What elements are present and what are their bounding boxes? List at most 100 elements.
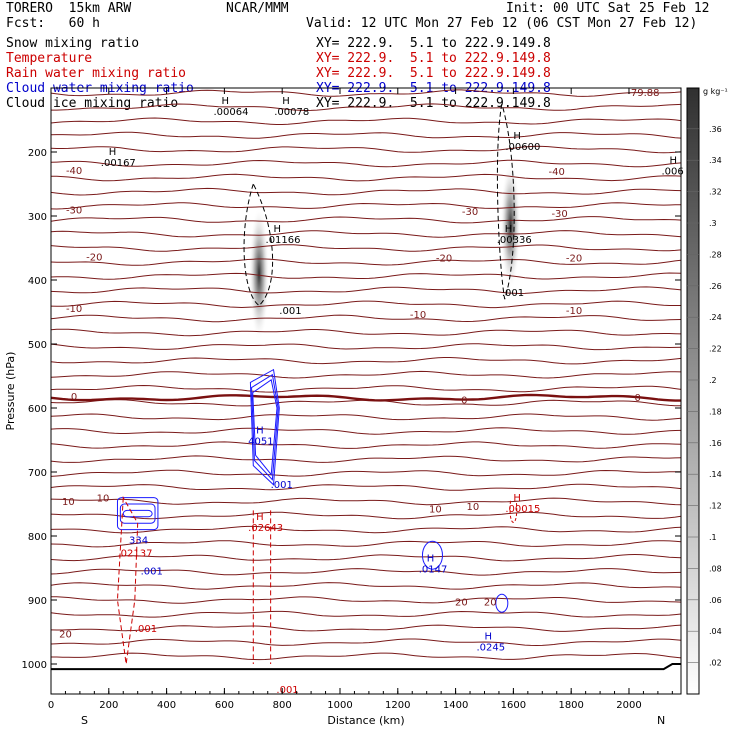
x-tick-label: 600 [215, 700, 234, 711]
isotherm-label: 20 [455, 597, 468, 608]
y-tick-label: 800 [28, 532, 47, 543]
maximum-label: H [282, 96, 290, 107]
maximum-label: H [222, 96, 230, 107]
x-tick-label: 400 [157, 700, 176, 711]
isotherm-label: -40 [549, 167, 565, 178]
x-tick-label: 1600 [501, 700, 526, 711]
colorbar-tick-label: .2 [709, 376, 717, 385]
isotherm-label: 0 [461, 396, 467, 407]
south-label: S [81, 714, 88, 727]
isotherm-line [50, 159, 682, 168]
isotherm-line [50, 314, 682, 323]
maximum-label: H [669, 156, 677, 167]
isotherm-label: 10 [429, 504, 442, 515]
isotherm-line [50, 582, 682, 590]
colorbar-tick-label: .02 [709, 659, 722, 668]
colorbar-tick-label: .36 [709, 125, 722, 134]
center-title: NCAR/MMM [226, 1, 289, 16]
maximum-label: H [513, 493, 521, 504]
colorbar-tick-label: .18 [709, 407, 722, 416]
isotherm-label: 20 [484, 597, 497, 608]
x-tick-label: 200 [99, 700, 118, 711]
legend-xy: XY= 222.9. 5.1 to 222.9.149.8 [316, 36, 551, 51]
maximum-value: .00078 [274, 107, 309, 118]
maximum-value: .0245 [476, 643, 505, 654]
isotherm-line [50, 357, 682, 365]
zero-isotherm [50, 393, 681, 402]
colorbar-tick-label: .1 [709, 533, 717, 542]
maximum-label: H [427, 554, 435, 565]
colorbar-tick-label: .32 [709, 188, 722, 197]
isotherm-line [50, 328, 682, 337]
isotherm-label: 0 [634, 393, 640, 404]
isotherm-line [50, 455, 682, 463]
maximum-label: .001 [276, 685, 298, 696]
maximum-label: H [256, 426, 264, 437]
isotherm-line [50, 343, 682, 351]
legend-label: Rain water mixing ratio [6, 66, 187, 81]
y-tick-label: 200 [28, 148, 47, 159]
isotherm-label: 20 [59, 629, 72, 640]
colorbar-tick-label: .08 [709, 564, 722, 573]
maximum-value: .0147 [419, 565, 448, 576]
isotherm-line [50, 511, 682, 520]
isotherm-line [50, 117, 682, 125]
isotherm-line [50, 216, 682, 224]
colorbar [686, 87, 700, 695]
x-tick-label: 0 [48, 700, 54, 711]
maximum-label: .001 [141, 566, 163, 577]
init-time: Init: 00 UTC Sat 25 Feb 12 [506, 1, 710, 16]
legend-xy: XY= 222.9. 5.1 to 222.9.149.8 [316, 51, 551, 66]
isotherm-line [50, 370, 682, 379]
y-tick-label: 1000 [22, 660, 47, 671]
colorbar-tick-label: .16 [709, 439, 722, 448]
isotherm-label: 10 [97, 494, 110, 505]
colorbar-unit: g kg⁻¹ [703, 87, 728, 96]
isotherm-line [50, 497, 682, 506]
valid-time: Valid: 12 UTC Mon 27 Feb 12 (06 CST Mon … [306, 16, 698, 31]
y-tick-label: 400 [28, 276, 47, 287]
colorbar-tick-label: .28 [709, 250, 722, 259]
maximum-label: .001 [502, 288, 524, 299]
isotherm-label: -30 [66, 206, 82, 217]
isotherm-line [50, 427, 682, 435]
maximum-value: .00015 [505, 504, 540, 515]
cloud-water-contour [249, 368, 280, 486]
isotherm-label: -20 [566, 254, 582, 265]
maximum-label: H [513, 131, 521, 142]
isotherm-line [50, 441, 682, 449]
cloud-water-contour [116, 497, 159, 531]
x-tick-label: 1400 [443, 700, 468, 711]
isotherm-line [50, 483, 682, 491]
colorbar-tick-label: .04 [709, 627, 722, 636]
isotherm-label: 10 [62, 497, 75, 508]
isotherm-line [51, 103, 682, 112]
x-tick-label: 1000 [327, 700, 352, 711]
isotherm-line [50, 413, 682, 421]
isotherm-line [50, 596, 682, 604]
isotherm-line [50, 624, 682, 632]
isotherm-line [50, 89, 682, 97]
maximum-label: .001 [279, 306, 301, 317]
cloud-water-contour [122, 509, 153, 518]
isotherm-line [50, 469, 682, 477]
maximum-value: .00600 [505, 142, 540, 153]
colorbar-tick-label: .3 [709, 219, 717, 228]
cloud-water-contour [251, 373, 279, 481]
maximum-label: H [274, 224, 282, 235]
y-tick-label: 700 [28, 468, 47, 479]
x-tick-label: 2000 [616, 700, 641, 711]
maximum-value: .00167 [101, 158, 136, 169]
cloud-ice-contour [496, 103, 515, 300]
cloud-water-contour [421, 540, 443, 570]
model-title: TORERO 15km ARW [6, 1, 132, 16]
maximum-value: .01166 [266, 235, 301, 246]
y-tick-label: 900 [28, 596, 47, 607]
isotherm-line [50, 525, 682, 534]
isotherm-line [50, 568, 682, 576]
forecast-hour: Fcst: 60 h [6, 16, 100, 31]
y-tick-label: 300 [28, 212, 47, 223]
y-tick-label: 600 [28, 404, 47, 415]
plot-frame [50, 87, 682, 695]
